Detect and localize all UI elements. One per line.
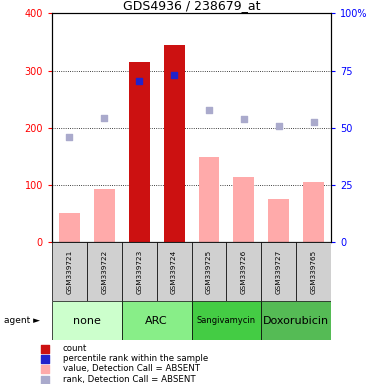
Text: GSM339721: GSM339721 (67, 250, 72, 294)
Bar (261, 301, 331, 340)
Point (311, 119, 317, 125)
Point (42, 366, 48, 372)
Bar (122, 301, 192, 340)
Point (206, 107, 212, 113)
Point (66, 134, 72, 141)
Text: Sangivamycin: Sangivamycin (197, 316, 256, 325)
Text: GSM339722: GSM339722 (101, 250, 107, 294)
Bar (199, 157, 219, 242)
Bar (129, 62, 150, 242)
Bar (52, 301, 122, 340)
Bar (164, 45, 184, 242)
Text: GSM339765: GSM339765 (311, 250, 316, 294)
Text: Doxorubicin: Doxorubicin (263, 316, 329, 326)
Bar (59, 214, 80, 242)
Text: GSM339726: GSM339726 (241, 250, 247, 294)
Text: value, Detection Call = ABSENT: value, Detection Call = ABSENT (62, 364, 199, 374)
Point (101, 115, 107, 121)
Text: agent ►: agent ► (4, 316, 40, 325)
Text: GSM339727: GSM339727 (276, 250, 282, 294)
Point (276, 123, 282, 129)
Point (42, 356, 48, 362)
Bar (261, 242, 296, 301)
Bar (268, 199, 289, 242)
Bar (233, 177, 254, 242)
Bar (226, 242, 261, 301)
Bar (52, 242, 87, 301)
Title: GDS4936 / 238679_at: GDS4936 / 238679_at (123, 0, 260, 12)
Bar (87, 242, 122, 301)
Point (241, 116, 247, 122)
Point (42, 376, 48, 382)
Bar (192, 242, 226, 301)
Point (136, 78, 142, 84)
Bar (122, 242, 157, 301)
Text: GSM339724: GSM339724 (171, 250, 177, 294)
Text: GSM339725: GSM339725 (206, 250, 212, 294)
Bar (303, 182, 324, 242)
Text: rank, Detection Call = ABSENT: rank, Detection Call = ABSENT (62, 375, 195, 384)
Bar (296, 242, 331, 301)
Bar (157, 242, 192, 301)
Bar (192, 301, 261, 340)
Bar (94, 189, 115, 242)
Text: ARC: ARC (145, 316, 168, 326)
Text: count: count (62, 344, 87, 353)
Point (171, 72, 177, 78)
Text: none: none (73, 316, 101, 326)
Text: GSM339723: GSM339723 (136, 250, 142, 294)
Text: percentile rank within the sample: percentile rank within the sample (62, 354, 208, 363)
Point (42, 346, 48, 352)
